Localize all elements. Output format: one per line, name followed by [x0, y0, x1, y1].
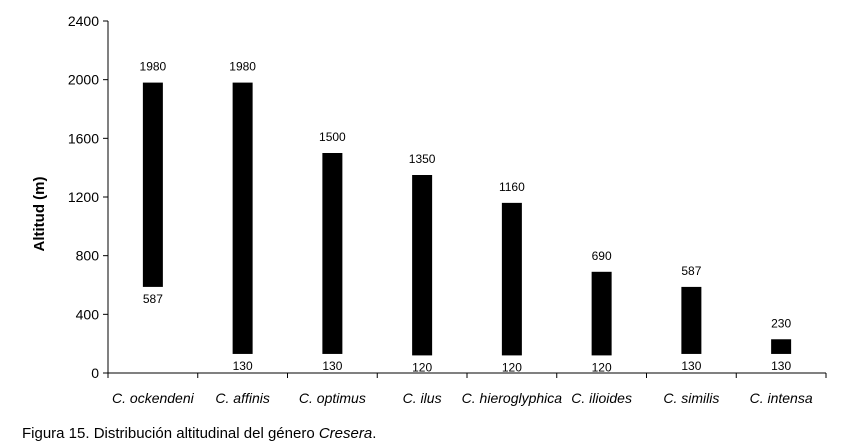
- min-value-label: 120: [412, 360, 432, 374]
- max-value-label: 587: [681, 264, 701, 278]
- y-tick-label: 400: [76, 306, 100, 322]
- min-value-label: 587: [143, 292, 163, 306]
- max-value-label: 1980: [140, 60, 167, 74]
- y-tick-label: 2400: [68, 13, 99, 29]
- range-bar: [681, 286, 702, 354]
- min-value-label: 120: [502, 360, 522, 374]
- y-tick-label: 1200: [68, 189, 99, 205]
- bars: [142, 82, 792, 356]
- y-tick-label: 2000: [68, 72, 99, 88]
- min-value-label: 130: [681, 359, 701, 373]
- y-axis-label: Altitud (m): [31, 177, 48, 252]
- max-value-label: 1980: [229, 60, 256, 74]
- x-tick-label: C. optimus: [299, 390, 366, 406]
- x-tick-label: C. ilus: [403, 390, 442, 406]
- x-tick-label: C. intensa: [750, 390, 813, 406]
- range-chart: 0 400 800 1200 1600 2000 2400 C. ockendeni C. af…: [31, 13, 827, 406]
- range-bar: [232, 82, 253, 354]
- caption-suffix: .: [372, 425, 377, 442]
- x-tick-label: C. similis: [663, 390, 719, 406]
- max-value-label: 1160: [499, 180, 525, 194]
- range-bar: [142, 82, 163, 287]
- caption-prefix: Figura 15. Distribución altitudinal del …: [22, 425, 319, 442]
- min-value-label: 120: [592, 360, 612, 374]
- range-bar: [771, 339, 792, 354]
- x-tick-label: C. ockendeni: [112, 390, 195, 406]
- range-bar: [322, 153, 343, 354]
- min-value-label: 130: [322, 359, 342, 373]
- figure-caption: Figura 15. Distribución altitudinal del …: [22, 425, 376, 442]
- y-tick-label: 1600: [68, 130, 99, 146]
- y-tick-label: 0: [91, 365, 99, 381]
- min-value-label: 130: [233, 359, 253, 373]
- max-value-label: 230: [771, 316, 791, 330]
- max-value-label: 1500: [319, 130, 346, 144]
- x-tick-label: C. hieroglyphica: [462, 390, 563, 406]
- y-tick-label: 800: [76, 248, 100, 264]
- range-bar: [501, 202, 522, 356]
- x-tick-label: C. ilioides: [571, 390, 632, 406]
- range-bar: [591, 271, 612, 356]
- axes: 0 400 800 1200 1600 2000 2400 C. ockendeni C. af…: [68, 13, 827, 406]
- x-tick-label: C. affinis: [215, 390, 269, 406]
- value-labels: 1980 587 1980 130 1500 130 1350 120 1160 120 690 12…: [140, 60, 792, 375]
- min-value-label: 130: [771, 359, 791, 373]
- caption-genus: Cresera: [318, 425, 373, 442]
- max-value-label: 1350: [409, 152, 436, 166]
- range-bar: [412, 175, 433, 356]
- max-value-label: 690: [592, 249, 612, 263]
